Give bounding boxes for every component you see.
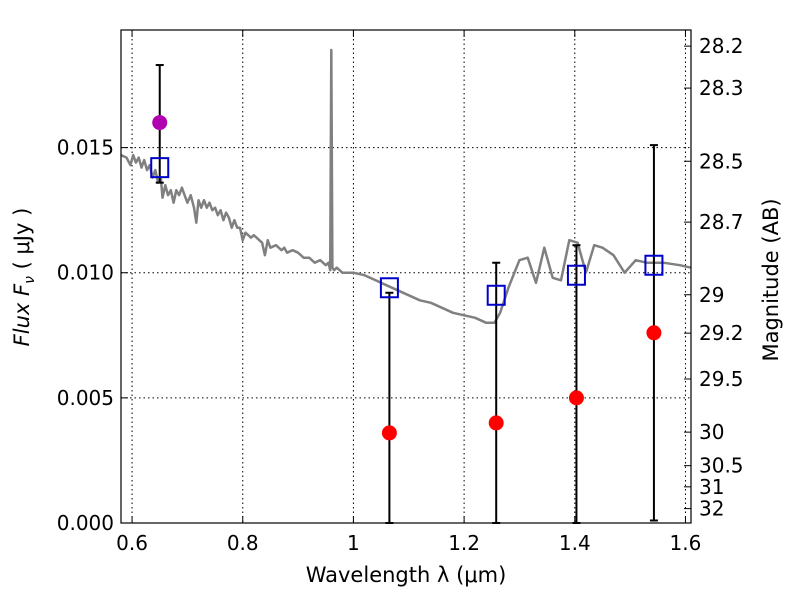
model-flux-square [379, 277, 399, 299]
marker-layer [150, 115, 664, 441]
y-axis-label: Flux Fν ( μJy ) [10, 208, 38, 347]
y2-tick-label: 30 [699, 420, 724, 444]
y2-tick-label: 29.2 [699, 321, 744, 345]
y2-tick-label: 28.2 [699, 34, 744, 58]
observed-flux-point [488, 415, 504, 431]
y2-axis-label: Magnitude (AB) [759, 198, 783, 361]
optical-flux-point [152, 115, 168, 131]
observed-flux-point [646, 325, 662, 341]
model-flux-square [644, 254, 664, 276]
x-tick-label: 0.6 [116, 531, 148, 555]
x-tick-label: 1.2 [448, 531, 480, 555]
y2-tick-label: 32 [699, 497, 724, 521]
y-axis-label-main: Flux F [10, 283, 34, 346]
x-tick-label: 0.8 [227, 531, 259, 555]
y2-tick-label: 28.7 [699, 210, 744, 234]
spectrum-line [120, 48, 692, 325]
x-axis-label: Wavelength λ (μm) [306, 563, 507, 587]
model-flux-square [486, 284, 506, 306]
y2-tick-label: 31 [699, 475, 724, 499]
axis-ticks: 0.6 0.8 1 1.2 1.4 1.6 0.000 0.005 0.010 0.015 28.2… [57, 30, 744, 555]
x-tick-label: 1 [347, 531, 360, 555]
y2-tick-label: 28.3 [699, 76, 744, 100]
y-tick-label: 0.010 [57, 261, 114, 285]
y2-tick-label: 29.5 [699, 367, 744, 391]
spectrum-layer [120, 48, 692, 325]
x-tick-label: 1.4 [559, 531, 591, 555]
observed-flux-point [568, 390, 584, 406]
grid [121, 30, 691, 524]
y-tick-label: 0.000 [57, 511, 114, 535]
model-flux-square [150, 157, 170, 179]
model-flux-square [566, 264, 586, 286]
y2-tick-label: 30.5 [699, 454, 744, 478]
y2-tick-label: 28.5 [699, 149, 744, 173]
y-axis-label-sub: ν [22, 276, 38, 284]
y-tick-label: 0.005 [57, 386, 114, 410]
y-axis-label-unit: ( μJy ) [10, 208, 34, 276]
observed-flux-point [381, 425, 397, 441]
y-tick-label: 0.015 [57, 136, 114, 160]
plot-frame [120, 29, 692, 524]
x-tick-label: 1.6 [670, 531, 702, 555]
y2-tick-label: 29 [699, 283, 724, 307]
